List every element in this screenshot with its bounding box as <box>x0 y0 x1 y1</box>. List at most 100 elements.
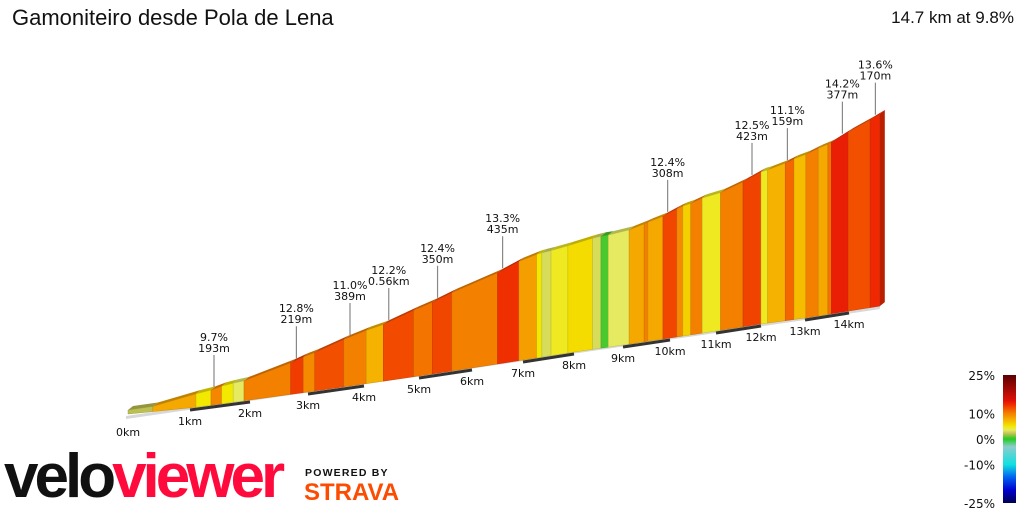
legend-label: 10% <box>968 407 995 421</box>
segment-top <box>233 376 249 384</box>
x-tick-label: 13km <box>789 325 820 338</box>
page-title: Gamoniteiro desde Pola de Lena <box>12 5 334 30</box>
legend-label: -25% <box>964 497 995 511</box>
segment <box>662 208 678 340</box>
segment <box>827 142 832 315</box>
segment <box>818 144 829 317</box>
segment-top <box>518 250 542 262</box>
x-tick-label: 5km <box>407 383 431 396</box>
segment-top <box>647 212 668 223</box>
km-bar <box>522 352 575 364</box>
km-bar <box>307 384 365 396</box>
segment <box>518 254 537 361</box>
segment <box>497 261 520 365</box>
annotation-length: 219m <box>281 313 313 326</box>
x-tick-label: 0km <box>116 426 140 439</box>
legend-label: 0% <box>976 433 995 447</box>
x-tick-label: 9km <box>611 352 635 365</box>
annotation-grade: 12.8% <box>279 302 314 315</box>
segment-top <box>743 167 766 182</box>
annotation-length: 435m <box>487 223 519 236</box>
x-tick-label: 1km <box>178 415 202 428</box>
annotation-length: 170m <box>860 70 892 83</box>
legend-label: 25% <box>968 369 995 383</box>
segment-top <box>290 353 309 363</box>
segment-top <box>592 232 606 239</box>
segment <box>785 158 795 321</box>
segment-top <box>761 166 773 172</box>
segment <box>290 356 304 395</box>
x-tick-label: 14km <box>833 318 864 331</box>
annotation-length: 423m <box>736 130 768 143</box>
segment-top <box>128 402 158 410</box>
segment-top <box>720 177 748 193</box>
km-bar <box>418 368 473 380</box>
segment-end-face <box>879 110 885 307</box>
km-bar <box>622 338 671 349</box>
segment <box>303 352 315 393</box>
segment-top <box>383 306 419 325</box>
segment <box>567 237 593 354</box>
segment-top <box>196 386 216 394</box>
annotation-grade: 13.3% <box>485 212 520 225</box>
climb-summary: 14.7 km at 9.8% <box>891 8 1014 27</box>
segment-top <box>818 140 833 149</box>
segment-top <box>662 204 682 217</box>
segment <box>628 223 645 345</box>
x-tick-label: 3km <box>296 399 320 412</box>
annotation-grade: 14.2% <box>825 78 860 91</box>
segment <box>432 292 453 375</box>
segment-top <box>536 248 547 255</box>
segment <box>760 169 768 325</box>
km-bar <box>189 400 251 412</box>
logo-viewer: viewer <box>112 442 285 511</box>
segment <box>690 197 703 336</box>
annotation-grade: 12.4% <box>420 242 455 255</box>
segment <box>767 162 786 324</box>
segment-top <box>629 220 650 230</box>
segment-top <box>541 246 557 253</box>
segment <box>720 181 744 331</box>
segment <box>451 272 498 372</box>
segment-top <box>303 348 320 358</box>
logo-velo: velo <box>4 442 116 511</box>
annotation-length: 308m <box>652 167 684 180</box>
powered-by-label: POWERED BY <box>305 467 389 479</box>
segment <box>541 250 552 358</box>
veloviewer-logo[interactable]: veloviewer <box>4 446 285 508</box>
annotation-grade: 9.7% <box>200 331 228 344</box>
km-bar <box>715 324 762 335</box>
climb-annotations: 9.7%193m 12.8%219m 11.0%389m 12.2%0.56km 12.… <box>198 59 893 388</box>
segment-top <box>794 150 811 159</box>
segment <box>682 203 691 337</box>
annotation-grade: 13.6% <box>858 59 893 72</box>
segment <box>592 236 602 350</box>
x-tick-label: 4km <box>352 391 376 404</box>
annotation-grade: 12.4% <box>650 156 685 169</box>
annotation-length: 350m <box>422 253 454 266</box>
x-tick-label: 8km <box>562 359 586 372</box>
annotation-grade: 12.2% <box>371 264 406 277</box>
segment <box>831 131 849 315</box>
x-tick-label: 11km <box>700 338 731 351</box>
segment-top <box>343 326 372 340</box>
segment <box>536 252 543 359</box>
segment-top <box>600 231 614 237</box>
annotation-grade: 11.1% <box>770 104 805 117</box>
segment-top <box>314 335 349 353</box>
x-tick-label: 6km <box>460 375 484 388</box>
segment-top <box>451 268 503 293</box>
annotation-length: 0.56km <box>368 275 410 288</box>
segment-top <box>644 218 653 225</box>
segment-top <box>567 234 598 246</box>
strava-logo[interactable]: STRAVA <box>304 479 400 506</box>
segment <box>742 171 762 328</box>
x-tick-label: 10km <box>654 345 685 358</box>
annotation-length: 193m <box>198 342 230 355</box>
segment-top <box>785 154 799 164</box>
segment <box>805 148 819 319</box>
segment <box>847 119 871 312</box>
segment <box>232 380 245 403</box>
segment <box>550 245 569 356</box>
annotation-length: 389m <box>334 290 366 303</box>
